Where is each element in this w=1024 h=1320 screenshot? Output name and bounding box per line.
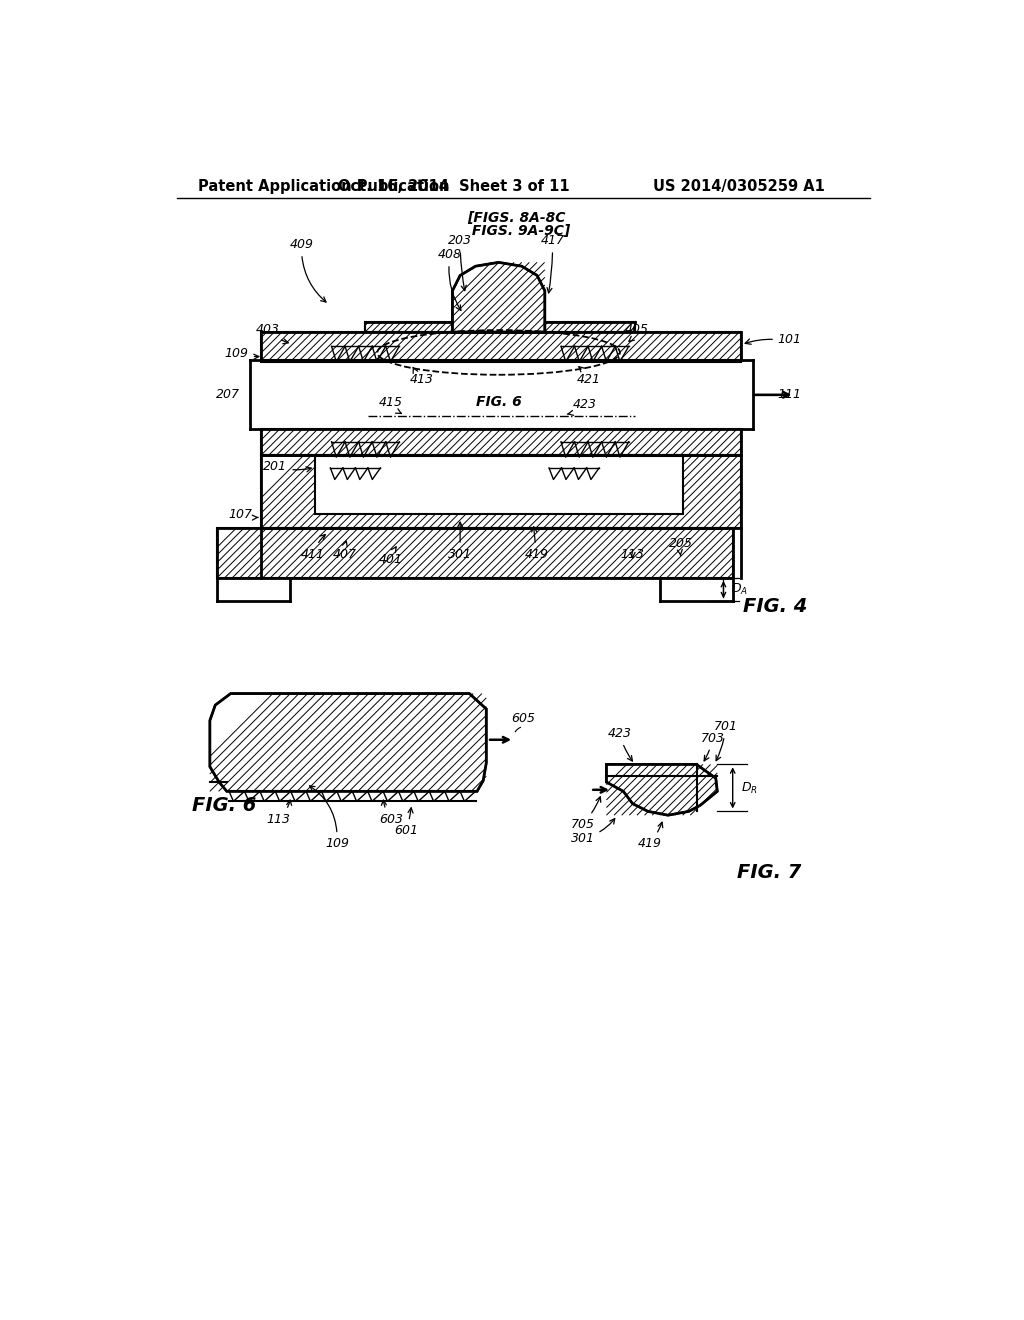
Text: 301: 301 [449, 523, 472, 561]
Text: 417: 417 [541, 234, 564, 293]
Bar [261, 331, 741, 360]
Bar [315, 457, 683, 515]
Bar [261, 429, 741, 455]
Text: 603: 603 [379, 800, 402, 825]
Text: 101: 101 [777, 333, 802, 346]
Bar [217, 528, 733, 578]
Text: 701: 701 [714, 721, 737, 760]
Text: 109: 109 [309, 785, 349, 850]
Bar [217, 528, 733, 578]
Text: 423: 423 [607, 727, 633, 762]
Text: 408: 408 [438, 248, 462, 310]
Bar [261, 331, 741, 360]
Bar [261, 455, 741, 528]
Text: 113: 113 [621, 548, 644, 561]
Text: 605: 605 [511, 713, 536, 726]
Bar [366, 322, 453, 331]
Text: $D_R$: $D_R$ [741, 780, 758, 796]
Polygon shape [210, 693, 486, 792]
Polygon shape [606, 764, 717, 816]
Text: $D_A$: $D_A$ [731, 582, 749, 597]
Text: 405: 405 [626, 323, 649, 342]
Text: 205: 205 [669, 537, 693, 556]
Text: 413: 413 [410, 367, 433, 385]
Text: FIGS. 9A-9C]: FIGS. 9A-9C] [467, 223, 570, 238]
Text: FIG. 6: FIG. 6 [193, 796, 257, 816]
Text: Patent Application Publication: Patent Application Publication [199, 180, 450, 194]
Text: 201: 201 [263, 459, 311, 473]
Text: FIG. 4: FIG. 4 [742, 597, 807, 616]
Text: 419: 419 [524, 527, 548, 561]
Text: 203: 203 [449, 234, 472, 290]
Text: 415: 415 [379, 396, 402, 413]
Text: Oct. 16, 2014  Sheet 3 of 11: Oct. 16, 2014 Sheet 3 of 11 [338, 180, 569, 194]
Text: 401: 401 [379, 546, 402, 566]
Text: 423: 423 [567, 399, 597, 416]
Text: [FIGS. 8A-8C: [FIGS. 8A-8C [467, 211, 565, 224]
Text: 403: 403 [256, 323, 288, 343]
Text: 601: 601 [394, 808, 418, 837]
Bar [261, 429, 741, 455]
Text: 411: 411 [301, 535, 326, 561]
Bar [261, 455, 741, 528]
Text: 207: 207 [216, 388, 240, 401]
Polygon shape [453, 263, 545, 331]
Text: 407: 407 [333, 541, 356, 561]
Text: 409: 409 [290, 238, 326, 302]
Text: 421: 421 [577, 367, 601, 385]
Text: US 2014/0305259 A1: US 2014/0305259 A1 [653, 180, 824, 194]
Bar [545, 322, 635, 331]
Text: 109: 109 [225, 347, 259, 360]
Text: FIG. 7: FIG. 7 [736, 863, 801, 882]
Text: 703: 703 [700, 731, 725, 760]
Text: 107: 107 [228, 508, 258, 521]
Text: 111: 111 [777, 388, 802, 401]
Text: 419: 419 [638, 822, 663, 850]
Text: 705: 705 [570, 797, 601, 832]
Text: FIG. 6: FIG. 6 [476, 396, 521, 409]
Text: 113: 113 [266, 800, 292, 825]
Text: 301: 301 [570, 818, 614, 845]
